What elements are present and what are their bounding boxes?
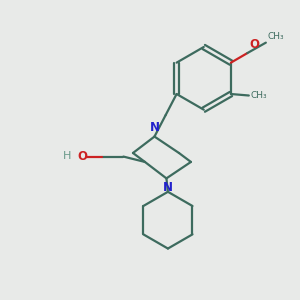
Text: H: H (63, 151, 71, 161)
Text: N: N (163, 182, 173, 194)
Text: O: O (77, 150, 87, 163)
Text: N: N (149, 122, 160, 134)
Text: O: O (250, 38, 260, 51)
Text: CH₃: CH₃ (267, 32, 284, 41)
Text: CH₃: CH₃ (250, 91, 267, 100)
